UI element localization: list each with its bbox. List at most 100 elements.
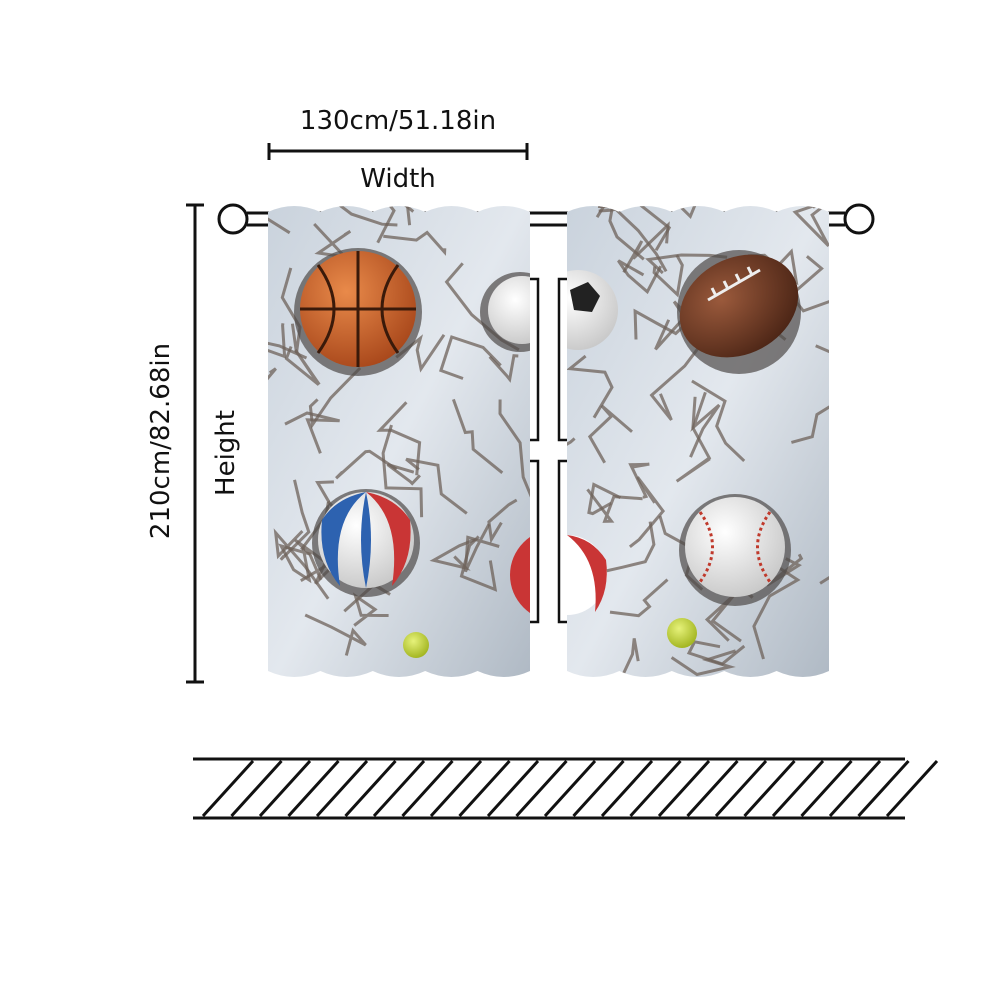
crack xyxy=(598,206,672,252)
crack xyxy=(313,222,352,260)
floor-hatch xyxy=(885,759,939,818)
curtain-panel-left xyxy=(268,138,530,677)
crack xyxy=(628,476,666,548)
crack xyxy=(439,335,502,380)
crack xyxy=(586,488,643,523)
floor-hatch xyxy=(486,759,540,818)
floor-hatch xyxy=(800,759,853,818)
crack xyxy=(385,206,412,226)
crack xyxy=(278,543,312,584)
crack xyxy=(636,206,740,220)
beach-ball-stripe xyxy=(321,492,366,586)
american-football xyxy=(679,254,799,358)
width-bracket xyxy=(267,143,529,160)
floor-hatch xyxy=(857,759,910,818)
crack xyxy=(386,463,421,486)
curtain-panel-right xyxy=(567,206,829,677)
crack xyxy=(675,396,712,483)
crack xyxy=(268,338,308,365)
floor-hatch xyxy=(600,759,654,818)
crack xyxy=(352,592,389,627)
crack xyxy=(791,398,829,444)
floor-hatch xyxy=(372,759,426,818)
crack xyxy=(429,538,476,571)
football-laces xyxy=(707,266,761,302)
crack xyxy=(279,479,311,561)
beach-ball-stripe xyxy=(366,492,411,586)
crack xyxy=(598,206,651,209)
crack xyxy=(567,437,576,477)
floor-hatch xyxy=(315,759,369,818)
crack xyxy=(686,640,746,666)
floor xyxy=(193,757,939,820)
crack xyxy=(691,379,746,462)
crack xyxy=(792,206,829,247)
floor-hatch xyxy=(258,759,312,818)
floor-hatch xyxy=(743,759,796,818)
crack xyxy=(277,138,320,200)
crack xyxy=(488,354,519,383)
floor-hatch xyxy=(543,759,597,818)
floor-hatch xyxy=(686,759,739,818)
crack xyxy=(613,638,640,677)
crack xyxy=(383,230,447,256)
crack xyxy=(284,411,340,454)
tennis-ball xyxy=(667,618,697,648)
floor-hatch xyxy=(572,759,625,818)
crack xyxy=(304,613,367,656)
floor-hatch xyxy=(201,759,255,818)
crack xyxy=(459,535,498,592)
height-bracket xyxy=(186,203,204,684)
floor-hatch xyxy=(657,759,711,818)
crack xyxy=(670,649,737,677)
crack xyxy=(464,523,500,573)
floor-hatch xyxy=(714,759,768,818)
crack xyxy=(819,555,829,585)
panel-brackets xyxy=(530,277,567,624)
crack xyxy=(381,424,424,518)
crack xyxy=(609,578,669,618)
height-measurement: 210cm/82.68in xyxy=(146,343,176,539)
crack xyxy=(752,565,801,660)
crack xyxy=(628,462,650,499)
floor-hatch xyxy=(287,759,340,818)
crack xyxy=(284,345,321,386)
crack xyxy=(498,399,530,501)
crack xyxy=(268,216,291,247)
height-label: Height xyxy=(211,410,241,496)
crack xyxy=(617,259,663,295)
crack xyxy=(268,367,277,432)
soccer-ball xyxy=(488,276,530,344)
floor-hatch xyxy=(429,759,483,818)
baseball xyxy=(685,497,785,597)
floor-hatch xyxy=(515,759,568,818)
floor-hatch xyxy=(629,759,682,818)
floor-hatch xyxy=(401,759,454,818)
crack xyxy=(376,206,415,244)
width-label: Width xyxy=(360,164,436,194)
crack xyxy=(652,254,684,298)
crack xyxy=(587,482,622,516)
crack xyxy=(587,404,633,464)
floor-hatch xyxy=(230,759,283,818)
ball-red-stripe xyxy=(567,535,607,612)
crack xyxy=(335,449,398,480)
baseball-seams xyxy=(698,511,772,583)
crack xyxy=(592,521,656,576)
crack xyxy=(649,334,709,421)
crack xyxy=(595,206,645,261)
crack xyxy=(330,206,398,227)
crack xyxy=(567,354,614,419)
beach-ball-stripe xyxy=(361,492,371,588)
crack xyxy=(405,457,468,515)
crack xyxy=(487,498,518,544)
floor-hatch xyxy=(771,759,825,818)
crack xyxy=(308,366,362,430)
crack xyxy=(793,206,821,209)
basketball-seams xyxy=(300,251,416,367)
crack xyxy=(451,398,504,474)
floor-hatch xyxy=(344,759,397,818)
floor-hatch xyxy=(828,759,882,818)
width-measurement: 130cm/51.18in xyxy=(300,106,496,136)
